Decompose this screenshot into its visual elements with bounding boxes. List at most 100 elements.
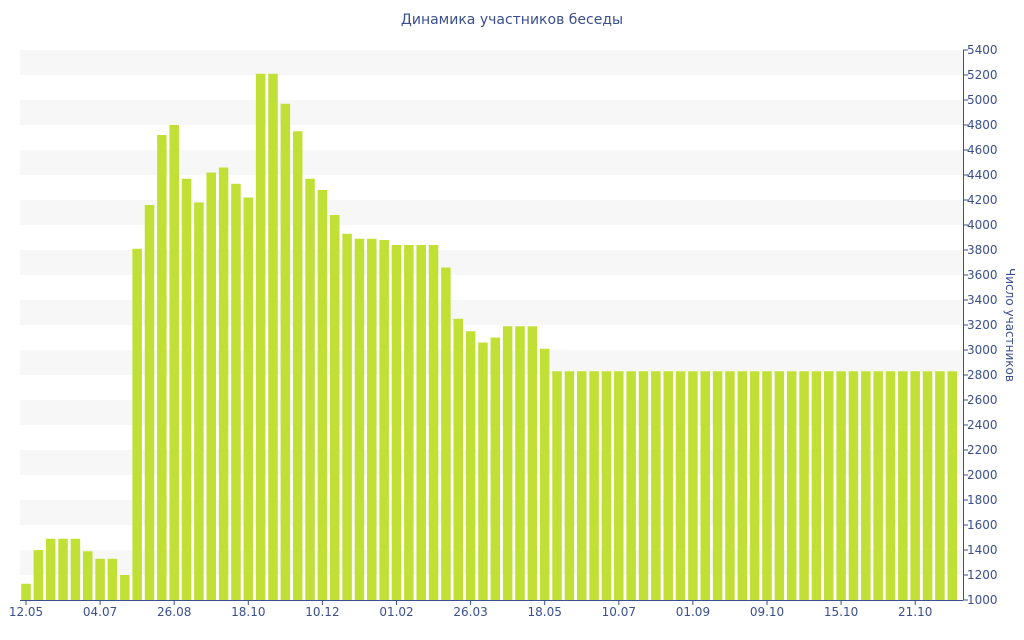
bar [922, 371, 933, 600]
bar [317, 190, 328, 600]
x-tick-label: 18.10 [231, 605, 265, 619]
bar [70, 538, 81, 600]
bar [218, 167, 229, 600]
bar [811, 371, 822, 600]
bar [330, 215, 340, 600]
bar [391, 245, 402, 600]
y-axis-title: Число участников [1003, 268, 1017, 382]
bar [564, 371, 575, 600]
grid-band [20, 100, 963, 125]
y-tick-label: 4200 [967, 193, 998, 207]
y-tick-label: 3800 [967, 243, 998, 257]
bar [367, 238, 377, 600]
bar [749, 371, 760, 600]
y-tick-label: 2600 [967, 393, 998, 407]
x-tick-label: 10.07 [602, 605, 636, 619]
y-tick-label: 4600 [967, 143, 998, 157]
bar [885, 371, 896, 600]
bar [774, 371, 785, 600]
y-tick-label: 1600 [967, 518, 998, 532]
bar [416, 245, 426, 600]
bar [515, 326, 525, 600]
x-tick-label: 04.07 [83, 605, 117, 619]
bar [861, 371, 871, 600]
bar [243, 197, 254, 600]
y-tick-label: 1200 [967, 568, 998, 582]
bar [404, 245, 414, 600]
y-tick-label: 4000 [967, 218, 998, 232]
x-tick-label: 18.05 [528, 605, 562, 619]
bar [83, 551, 93, 600]
y-tick-label: 1000 [967, 593, 998, 607]
x-tick-label: 15.10 [824, 605, 858, 619]
x-tick-label: 01.02 [379, 605, 413, 619]
bar [490, 337, 501, 600]
y-tick-label: 2000 [967, 468, 998, 482]
y-tick-label: 5000 [967, 93, 998, 107]
x-tick-label: 09.10 [750, 605, 784, 619]
x-tick-label: 21.10 [898, 605, 932, 619]
bar [95, 558, 105, 600]
bar [947, 371, 957, 600]
bar [651, 371, 661, 600]
bar [873, 371, 883, 600]
bar [33, 550, 44, 600]
bar [206, 172, 216, 600]
bar [107, 558, 118, 600]
y-tick-label: 3400 [967, 293, 998, 307]
bar [638, 371, 649, 600]
bar [181, 178, 192, 600]
bar [379, 240, 389, 600]
bar [58, 538, 68, 600]
bar [428, 245, 439, 600]
bar [305, 178, 315, 600]
y-tick-label: 1800 [967, 493, 998, 507]
bar [737, 371, 748, 600]
x-tick-label: 01.09 [676, 605, 710, 619]
bar [762, 371, 772, 600]
bar [502, 326, 513, 600]
y-tick-label: 3200 [967, 318, 998, 332]
y-tick-label: 2400 [967, 418, 998, 432]
bar [799, 371, 809, 600]
x-tick-label: 10.12 [305, 605, 339, 619]
bar [280, 103, 291, 600]
y-tick-label: 3000 [967, 343, 998, 357]
bar [157, 135, 167, 600]
y-tick-label: 4800 [967, 118, 998, 132]
bar [786, 371, 797, 600]
bar [577, 371, 587, 600]
bar [712, 371, 723, 600]
bar [465, 331, 476, 600]
bar [120, 575, 130, 600]
bar [539, 348, 550, 600]
bar [935, 371, 945, 600]
bar [688, 371, 698, 600]
bar [663, 371, 673, 600]
bar [527, 326, 538, 600]
bar [194, 202, 204, 600]
bar [441, 267, 451, 600]
bar [144, 205, 155, 600]
bar [725, 371, 735, 600]
bar [589, 371, 599, 600]
y-tick-label: 5200 [967, 68, 998, 82]
bar [21, 583, 31, 600]
bar [231, 183, 241, 600]
bar [478, 342, 488, 600]
bar [132, 248, 142, 600]
bar [342, 233, 352, 600]
bar [552, 371, 562, 600]
bar [601, 371, 612, 600]
bar [626, 371, 636, 600]
bar [614, 371, 624, 600]
y-tick-label: 1400 [967, 543, 998, 557]
bar [169, 125, 179, 600]
bar [268, 73, 278, 600]
bar [836, 371, 846, 600]
y-tick-label: 4400 [967, 168, 998, 182]
bar [700, 371, 710, 600]
x-tick-label: 26.03 [453, 605, 487, 619]
